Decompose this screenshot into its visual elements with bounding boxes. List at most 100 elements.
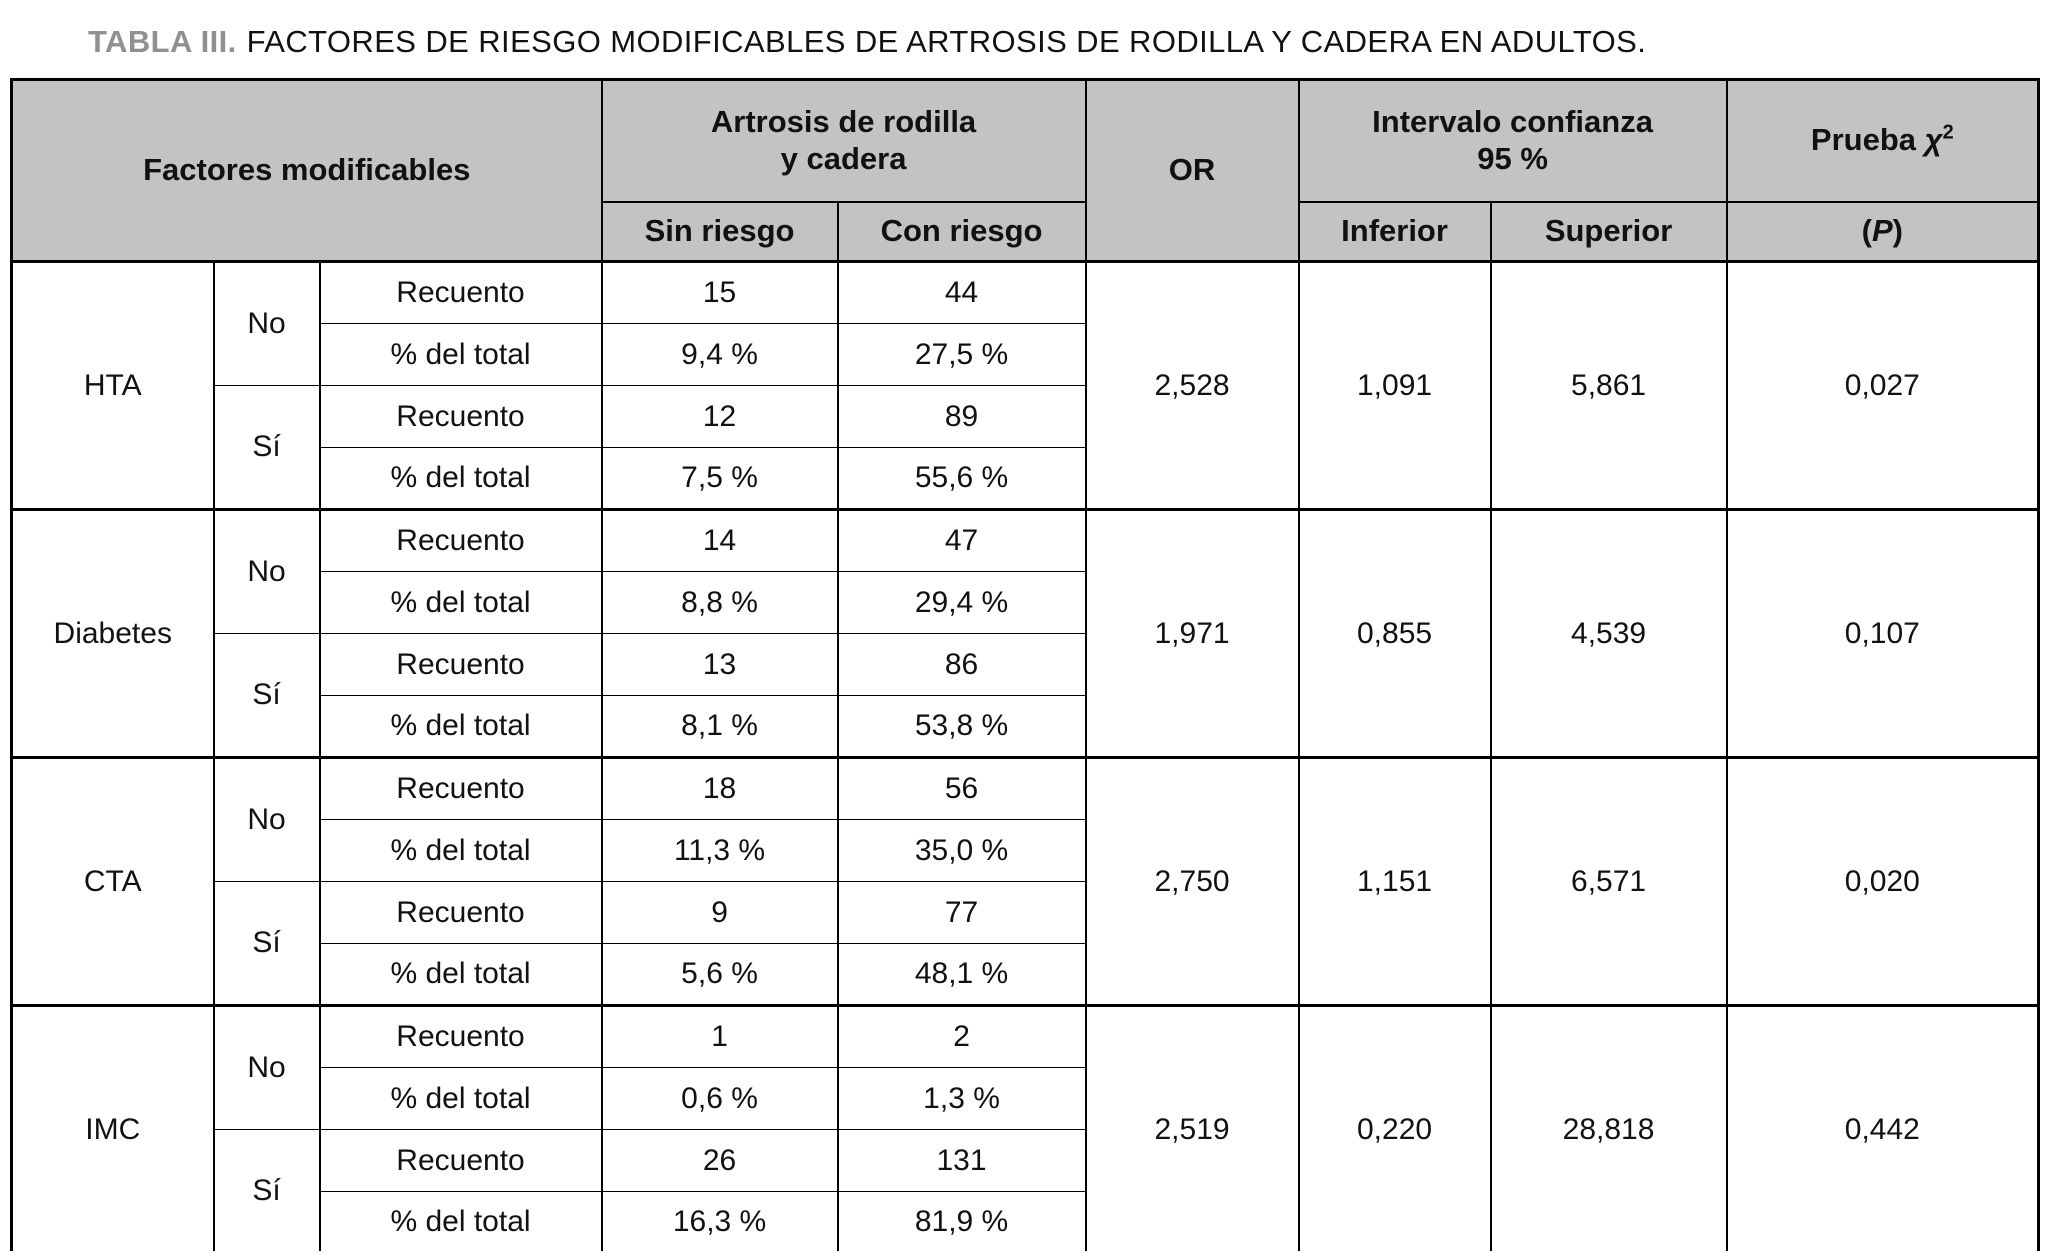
measure-label: % del total [318,819,603,882]
risk-level-no: No [212,756,321,882]
header-p: (P) [1725,200,2040,263]
measure-label: Recuento [318,508,603,572]
value-sin-riesgo: 8,1 % [600,695,839,758]
factor-name: Diabetes [10,508,215,758]
table-row: % del total 16,3 % 81,9 % [12,1191,2039,1251]
p-value: 0,020 [1725,756,2040,1006]
value-sin-riesgo: 11,3 % [600,819,839,882]
ci-superior-value: 4,539 [1489,508,1728,758]
p-letter: P [1871,212,1893,248]
value-con-riesgo: 56 [836,756,1087,820]
ci-superior-value: 6,571 [1489,756,1728,1006]
value-sin-riesgo: 18 [600,756,839,820]
table-number-label: TABLA III. [88,24,237,59]
value-con-riesgo: 35,0 % [836,819,1087,882]
factor-name: IMC [10,1004,215,1251]
ci-inferior-value: 1,151 [1297,756,1492,1006]
value-sin-riesgo: 13 [600,633,839,696]
table-title-text: FACTORES DE RIESGO MODIFICABLES DE ARTRO… [246,24,1647,59]
table-row: % del total 0,6 % 1,3 % [12,1067,2039,1130]
ci-superior-value: 28,818 [1489,1004,1728,1251]
measure-label: Recuento [318,881,603,944]
header-row-1: Factores modificables Artrosis de rodill… [10,78,2040,263]
measure-label: % del total [318,447,603,510]
value-con-riesgo: 53,8 % [836,695,1087,758]
value-con-riesgo: 27,5 % [836,323,1087,386]
measure-label: % del total [318,323,603,386]
header-intervalo-confianza: Intervalo confianza 95 % [1297,78,1728,203]
value-sin-riesgo: 15 [600,260,839,324]
p-value: 0,107 [1725,508,2040,758]
table-title: TABLA III. FACTORES DE RIESGO MODIFICABLE… [88,24,2037,60]
header-prueba-chi: Prueba χ2 [1725,78,2040,203]
value-con-riesgo: 81,9 % [836,1191,1087,1251]
table-row: % del total 7,5 % 55,6 % [12,447,2039,510]
value-con-riesgo: 2 [836,1004,1087,1068]
value-con-riesgo: 29,4 % [836,571,1087,634]
table-row: Diabetes No Recuento 14 47 1,971 0,855 4… [10,508,2040,758]
header-factores-modificables: Factores modificables [10,78,603,263]
value-sin-riesgo: 9 [600,881,839,944]
risk-level-no: No [212,1004,321,1130]
table-row: Sí Recuento 9 77 [12,881,2039,1006]
p-close-paren: ) [1892,212,1903,248]
table-row: Sí Recuento 12 89 [12,385,2039,510]
risk-level-si: Sí [212,385,321,510]
measure-label: % del total [318,695,603,758]
prueba-label: Prueba [1810,122,1925,158]
measure-label: Recuento [318,1004,603,1068]
value-sin-riesgo: 8,8 % [600,571,839,634]
value-con-riesgo: 89 [836,385,1087,448]
value-con-riesgo: 1,3 % [836,1067,1087,1130]
risk-level-si: Sí [212,881,321,1006]
p-value: 0,027 [1725,260,2040,510]
table-row: Sí Recuento 26 131 [12,1129,2039,1251]
value-sin-riesgo: 0,6 % [600,1067,839,1130]
ci-inferior-value: 1,091 [1297,260,1492,510]
table-row: % del total 8,8 % 29,4 % [12,571,2039,634]
factor-name: HTA [10,260,215,510]
header-or: OR [1084,78,1300,263]
or-value: 2,750 [1084,756,1300,1006]
value-con-riesgo: 47 [836,508,1087,572]
value-sin-riesgo: 5,6 % [600,943,839,1006]
risk-level-no: No [212,508,321,634]
table-row: % del total 9,4 % 27,5 % [12,323,2039,386]
value-con-riesgo: 131 [836,1129,1087,1192]
header-superior: Superior [1489,200,1728,263]
p-open-paren: ( [1861,212,1872,248]
value-con-riesgo: 77 [836,881,1087,944]
value-sin-riesgo: 1 [600,1004,839,1068]
value-con-riesgo: 44 [836,260,1087,324]
ci-inferior-value: 0,220 [1297,1004,1492,1251]
value-con-riesgo: 48,1 % [836,943,1087,1006]
ci-inferior-value: 0,855 [1297,508,1492,758]
value-sin-riesgo: 26 [600,1129,839,1192]
measure-label: Recuento [318,756,603,820]
table-row: Sí Recuento 13 86 [12,633,2039,758]
risk-factors-table: Factores modificables Artrosis de rodill… [10,78,2041,1251]
table-row: IMC No Recuento 1 2 2,519 0,220 28,818 0… [10,1004,2040,1251]
header-row-2: Sin riesgo Con riesgo Inferior Superior … [12,200,2040,263]
measure-label: % del total [318,571,603,634]
header-inferior: Inferior [1297,200,1492,263]
risk-level-si: Sí [212,633,321,758]
ci-superior-value: 5,861 [1489,260,1728,510]
or-value: 2,519 [1084,1004,1300,1251]
or-value: 1,971 [1084,508,1300,758]
table-row: % del total 11,3 % 35,0 % [12,819,2039,882]
table-row: CTA No Recuento 18 56 2,750 1,151 6,571 … [10,756,2040,1006]
measure-label: % del total [318,943,603,1006]
measure-label: Recuento [318,633,603,696]
value-sin-riesgo: 16,3 % [600,1191,839,1251]
chi-exponent: 2 [1942,122,1954,145]
measure-label: Recuento [318,260,603,324]
header-artrosis: Artrosis de rodilla y cadera [600,78,1087,203]
value-con-riesgo: 55,6 % [836,447,1087,510]
header-sin-riesgo: Sin riesgo [600,200,839,263]
value-sin-riesgo: 7,5 % [600,447,839,510]
value-con-riesgo: 86 [836,633,1087,696]
header-con-riesgo: Con riesgo [836,200,1087,263]
risk-level-no: No [212,260,321,386]
